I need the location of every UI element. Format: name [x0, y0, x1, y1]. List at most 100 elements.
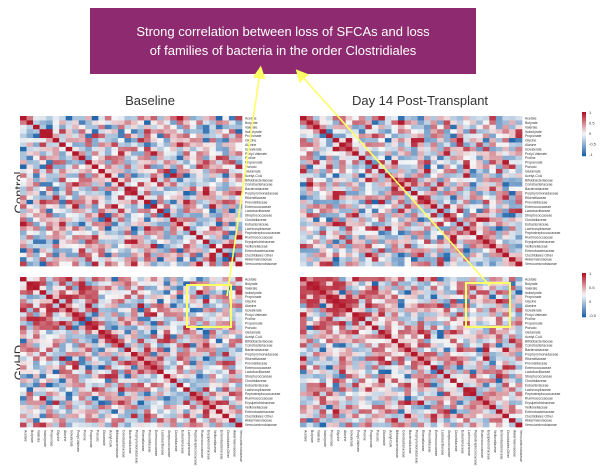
heatmap-cell	[33, 369, 40, 375]
heatmap-cell	[52, 391, 60, 397]
heatmap-cell	[39, 294, 47, 300]
heatmap-cell	[515, 360, 523, 366]
heatmap-cell	[157, 177, 164, 183]
heatmap-cell	[215, 321, 223, 326]
heatmap-cell	[313, 334, 320, 340]
heatmap-cell	[391, 378, 399, 384]
heatmap-cell	[222, 334, 230, 340]
heatmap-cell	[131, 221, 138, 227]
heatmap-cell	[404, 182, 412, 187]
heatmap-cell	[20, 155, 27, 161]
heatmap-cell	[411, 129, 418, 134]
heatmap-cell	[202, 422, 210, 428]
heatmap-cell	[391, 294, 399, 300]
heatmap-cell	[495, 151, 503, 157]
heatmap-cell	[482, 195, 490, 201]
heatmap-cell	[384, 217, 392, 223]
heatmap-cell	[235, 195, 243, 201]
heatmap-cell	[332, 294, 340, 300]
heatmap-cell	[371, 252, 379, 258]
variable-row-label: Streptococcaceae	[525, 214, 552, 218]
heatmap-cell	[157, 195, 164, 201]
heatmap-cell	[391, 343, 399, 348]
heatmap-cell	[365, 360, 373, 366]
heatmap-cell	[319, 248, 327, 254]
heatmap-cell	[469, 164, 477, 170]
heatmap-cell	[131, 329, 138, 335]
heatmap-cell	[39, 133, 47, 139]
heatmap-cell	[345, 133, 353, 139]
heatmap-cell	[313, 182, 320, 187]
heatmap-cell	[52, 285, 60, 291]
heatmap-cell	[365, 230, 373, 236]
heatmap-cell	[78, 290, 86, 295]
heatmap-cell	[306, 303, 314, 309]
heatmap-cell	[319, 391, 327, 397]
variable-column-label: Eubacteriaceae	[180, 430, 184, 454]
heatmap-cell	[443, 343, 451, 348]
heatmap-cell	[332, 329, 340, 335]
heatmap-cell	[371, 257, 379, 262]
heatmap-cell	[378, 142, 386, 148]
heatmap-cell	[456, 151, 464, 157]
heatmap-cell	[202, 142, 210, 148]
variable-row-label: Ruminococcaceae	[245, 397, 273, 401]
heatmap-cell	[502, 285, 510, 291]
heatmap-cell	[424, 352, 431, 357]
heatmap-cell	[91, 116, 99, 121]
heatmap-cell	[137, 116, 145, 121]
heatmap-cell	[430, 281, 438, 287]
heatmap-cell	[495, 204, 503, 209]
heatmap-cell	[476, 391, 484, 397]
heatmap-cell	[397, 230, 405, 236]
heatmap-cell	[469, 277, 477, 282]
heatmap-cell	[39, 409, 47, 415]
heatmap-cell	[371, 409, 379, 415]
heatmap-cell	[313, 343, 320, 348]
heatmap-cell	[489, 382, 497, 388]
heatmap-cell	[124, 173, 132, 179]
heatmap-cell	[495, 294, 503, 300]
heatmap-cell	[345, 334, 353, 340]
heatmap-cell	[476, 199, 484, 205]
heatmap-cell	[450, 120, 458, 126]
heatmap-cell	[313, 312, 320, 318]
heatmap-cell	[111, 277, 119, 282]
heatmap-cell	[417, 378, 425, 384]
heatmap-cell	[352, 299, 360, 304]
legend-swatch	[582, 142, 586, 146]
heatmap-cell	[378, 213, 386, 218]
heatmap-cell	[404, 199, 412, 205]
heatmap-cell	[437, 365, 444, 370]
heatmap-cell	[417, 338, 425, 344]
heatmap-cell	[319, 404, 327, 410]
heatmap-cell	[215, 294, 223, 300]
heatmap-cell	[358, 146, 366, 152]
heatmap-cell	[391, 199, 399, 205]
heatmap-cell	[378, 316, 386, 322]
heatmap-cell	[469, 195, 477, 201]
heatmap-cell	[430, 146, 438, 152]
heatmap-cell	[170, 307, 178, 313]
heatmap-cell	[404, 290, 412, 295]
heatmap-cell	[417, 129, 425, 134]
heatmap-cell	[78, 299, 86, 304]
heatmap-cell	[72, 133, 80, 139]
heatmap-cell	[508, 138, 516, 143]
heatmap-cell	[365, 325, 373, 331]
heatmap-cell	[104, 257, 112, 262]
heatmap-cell	[235, 120, 243, 126]
heatmap-cell	[332, 365, 340, 370]
heatmap-cell	[46, 239, 53, 245]
heatmap-cell	[515, 199, 523, 205]
heatmap-cell	[411, 239, 418, 245]
heatmap-cell	[91, 307, 99, 313]
heatmap-cell	[20, 360, 27, 366]
heatmap-cell	[332, 374, 340, 379]
heatmap-cell	[365, 378, 373, 384]
heatmap-cell	[339, 409, 347, 415]
heatmap-cell	[183, 261, 191, 267]
heatmap-cell	[456, 252, 464, 258]
heatmap-cell	[189, 303, 197, 309]
heatmap-cell	[482, 329, 490, 335]
